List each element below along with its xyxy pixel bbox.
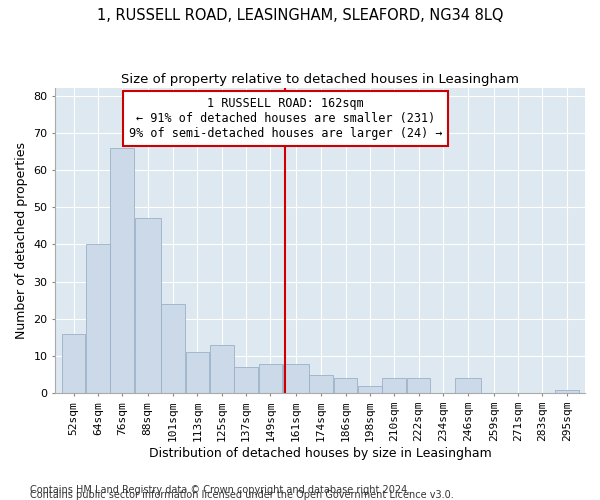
Bar (407, 378, 430, 394)
Bar (283, 364, 308, 394)
Bar (358, 386, 382, 394)
Bar (210, 345, 233, 394)
Text: Contains public sector information licensed under the Open Government Licence v3: Contains public sector information licen… (30, 490, 454, 500)
Bar (135, 218, 161, 394)
Bar (234, 367, 258, 394)
X-axis label: Distribution of detached houses by size in Leasingham: Distribution of detached houses by size … (149, 447, 491, 460)
Title: Size of property relative to detached houses in Leasingham: Size of property relative to detached ho… (121, 72, 519, 86)
Text: 1, RUSSELL ROAD, LEASINGHAM, SLEAFORD, NG34 8LQ: 1, RUSSELL ROAD, LEASINGHAM, SLEAFORD, N… (97, 8, 503, 22)
Bar (62, 334, 85, 394)
Bar (259, 364, 283, 394)
Bar (86, 244, 110, 394)
Text: Contains HM Land Registry data © Crown copyright and database right 2024.: Contains HM Land Registry data © Crown c… (30, 485, 410, 495)
Bar (161, 304, 185, 394)
Bar (555, 390, 578, 394)
Bar (110, 148, 134, 394)
Bar (185, 352, 209, 394)
Y-axis label: Number of detached properties: Number of detached properties (15, 142, 28, 339)
Bar (382, 378, 406, 394)
Bar (310, 374, 333, 394)
Text: 1 RUSSELL ROAD: 162sqm
← 91% of detached houses are smaller (231)
9% of semi-det: 1 RUSSELL ROAD: 162sqm ← 91% of detached… (129, 97, 442, 140)
Bar (455, 378, 481, 394)
Bar (334, 378, 358, 394)
